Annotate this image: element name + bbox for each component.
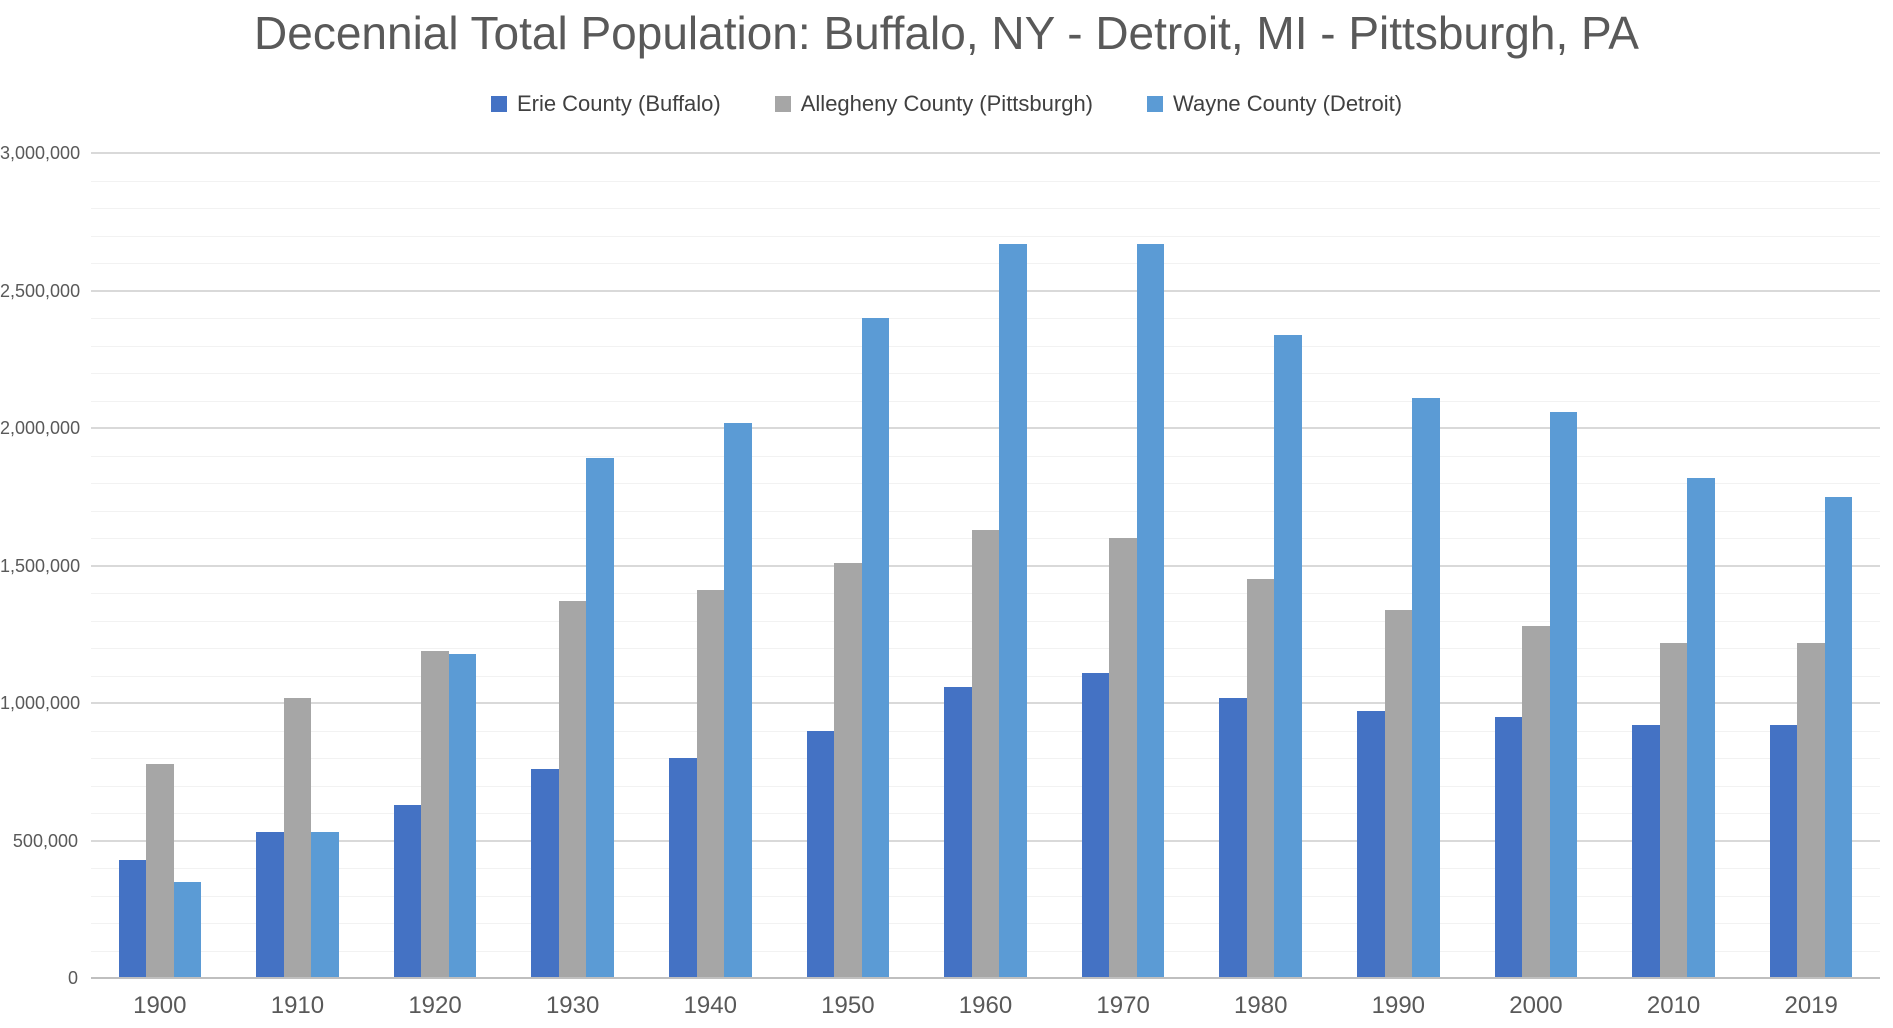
gridline-minor [91, 510, 1880, 512]
bar-series1-2019 [1769, 725, 1798, 978]
legend-label: Wayne County (Detroit) [1173, 91, 1403, 116]
bar-series2-1900 [146, 763, 174, 978]
gridline-minor [91, 400, 1880, 402]
bar-series3-1910 [311, 832, 339, 978]
x-tick-label: 1970 [1096, 992, 1150, 1019]
bar-series3-1960 [999, 243, 1027, 978]
gridline-minor [91, 235, 1880, 237]
gridline-minor [91, 345, 1880, 347]
bar-series3-1940 [724, 422, 752, 978]
x-tick-label: 2010 [1646, 992, 1701, 1019]
legend-item: Wayne County (Detroit) [1147, 91, 1402, 117]
x-tick-label: 1910 [270, 992, 325, 1019]
legend-label: Allegheny County (Pittsburgh) [800, 91, 1094, 116]
gridline-minor [91, 208, 1880, 209]
bar-series3-1930 [586, 458, 614, 978]
legend-item: Allegheny County (Pittsburgh) [774, 91, 1094, 117]
bar-series3-1970 [1136, 243, 1165, 978]
bar-series2-1970 [1109, 538, 1137, 978]
x-tick-label: 2000 [1509, 992, 1563, 1019]
y-tick-label: 0 [67, 968, 78, 988]
legend-swatch-icon [774, 96, 791, 112]
bar-series3-2019 [1824, 496, 1853, 978]
bar-series3-1980 [1274, 334, 1302, 978]
gridline-minor [91, 263, 1880, 264]
bar-series3-1990 [1412, 397, 1440, 978]
chart-title: Decennial Total Population: Buffalo, NY … [254, 7, 1639, 59]
bar-series2-1950 [834, 562, 862, 978]
gridline-minor [91, 318, 1880, 319]
bar-series2-1930 [558, 601, 587, 978]
bar-series1-1930 [531, 769, 559, 978]
bar-series2-1910 [283, 697, 312, 978]
bar-series3-2010 [1687, 477, 1715, 978]
x-tick-label: 1930 [545, 992, 600, 1019]
bar-series3-2000 [1549, 411, 1578, 978]
bar-series2-1960 [971, 529, 1000, 978]
legend-item: Erie County (Buffalo) [490, 91, 721, 117]
bar-series3-1920 [448, 653, 477, 978]
legend-swatch-icon [1147, 96, 1164, 112]
bar-series1-1910 [256, 832, 284, 978]
bar-series2-2019 [1797, 642, 1825, 978]
gridline-minor [91, 455, 1880, 457]
y-tick-label: 1,000,000 [0, 693, 81, 713]
bar-series1-2010 [1632, 725, 1660, 978]
legend-swatch-icon [490, 96, 507, 112]
bar-series1-1920 [393, 804, 422, 978]
bar-series2-1940 [696, 590, 725, 978]
bar-series1-1950 [806, 730, 835, 978]
x-tick-label: 1920 [408, 992, 462, 1019]
bar-series2-1980 [1246, 579, 1275, 978]
gridline-major [91, 427, 1880, 429]
bar-series3-1900 [173, 881, 202, 978]
x-tick-label: 1940 [683, 992, 737, 1019]
bar-series1-1980 [1219, 697, 1247, 978]
bar-series2-2010 [1659, 642, 1688, 978]
y-tick-label: 1,500,000 [0, 555, 81, 576]
y-tick-label: 2,500,000 [0, 280, 81, 301]
gridline-minor [91, 180, 1880, 182]
x-axis-line [91, 977, 1880, 979]
bar-series1-1900 [118, 859, 147, 978]
bar-series1-1970 [1081, 672, 1110, 978]
x-tick-label: 1990 [1371, 992, 1426, 1019]
bar-series2-2000 [1522, 626, 1550, 978]
bar-series1-2000 [1494, 716, 1523, 978]
plot-area [91, 152, 1880, 978]
x-tick-label: 2019 [1784, 992, 1838, 1019]
legend-label: Erie County (Buffalo) [516, 91, 721, 116]
bar-series2-1990 [1384, 609, 1413, 978]
chart-legend: Erie County (Buffalo) Allegheny County (P… [0, 90, 1893, 118]
gridline-major [91, 289, 1880, 292]
gridline-major [91, 152, 1880, 154]
bar-series1-1960 [944, 686, 972, 978]
y-tick-label: 2,000,000 [0, 418, 81, 438]
bar-series1-1990 [1357, 711, 1385, 978]
x-tick-label: 1900 [133, 992, 187, 1019]
y-tick-label: 500,000 [12, 830, 78, 851]
y-tick-label: 3,000,000 [0, 143, 81, 163]
gridline-minor [91, 373, 1880, 374]
bar-series2-1920 [421, 650, 449, 978]
x-tick-label: 1980 [1234, 992, 1288, 1019]
bar-series1-1940 [669, 758, 697, 978]
x-tick-label: 1950 [821, 992, 875, 1019]
gridline-minor [91, 483, 1880, 484]
x-tick-label: 1960 [958, 992, 1013, 1019]
bar-series3-1950 [861, 318, 890, 978]
